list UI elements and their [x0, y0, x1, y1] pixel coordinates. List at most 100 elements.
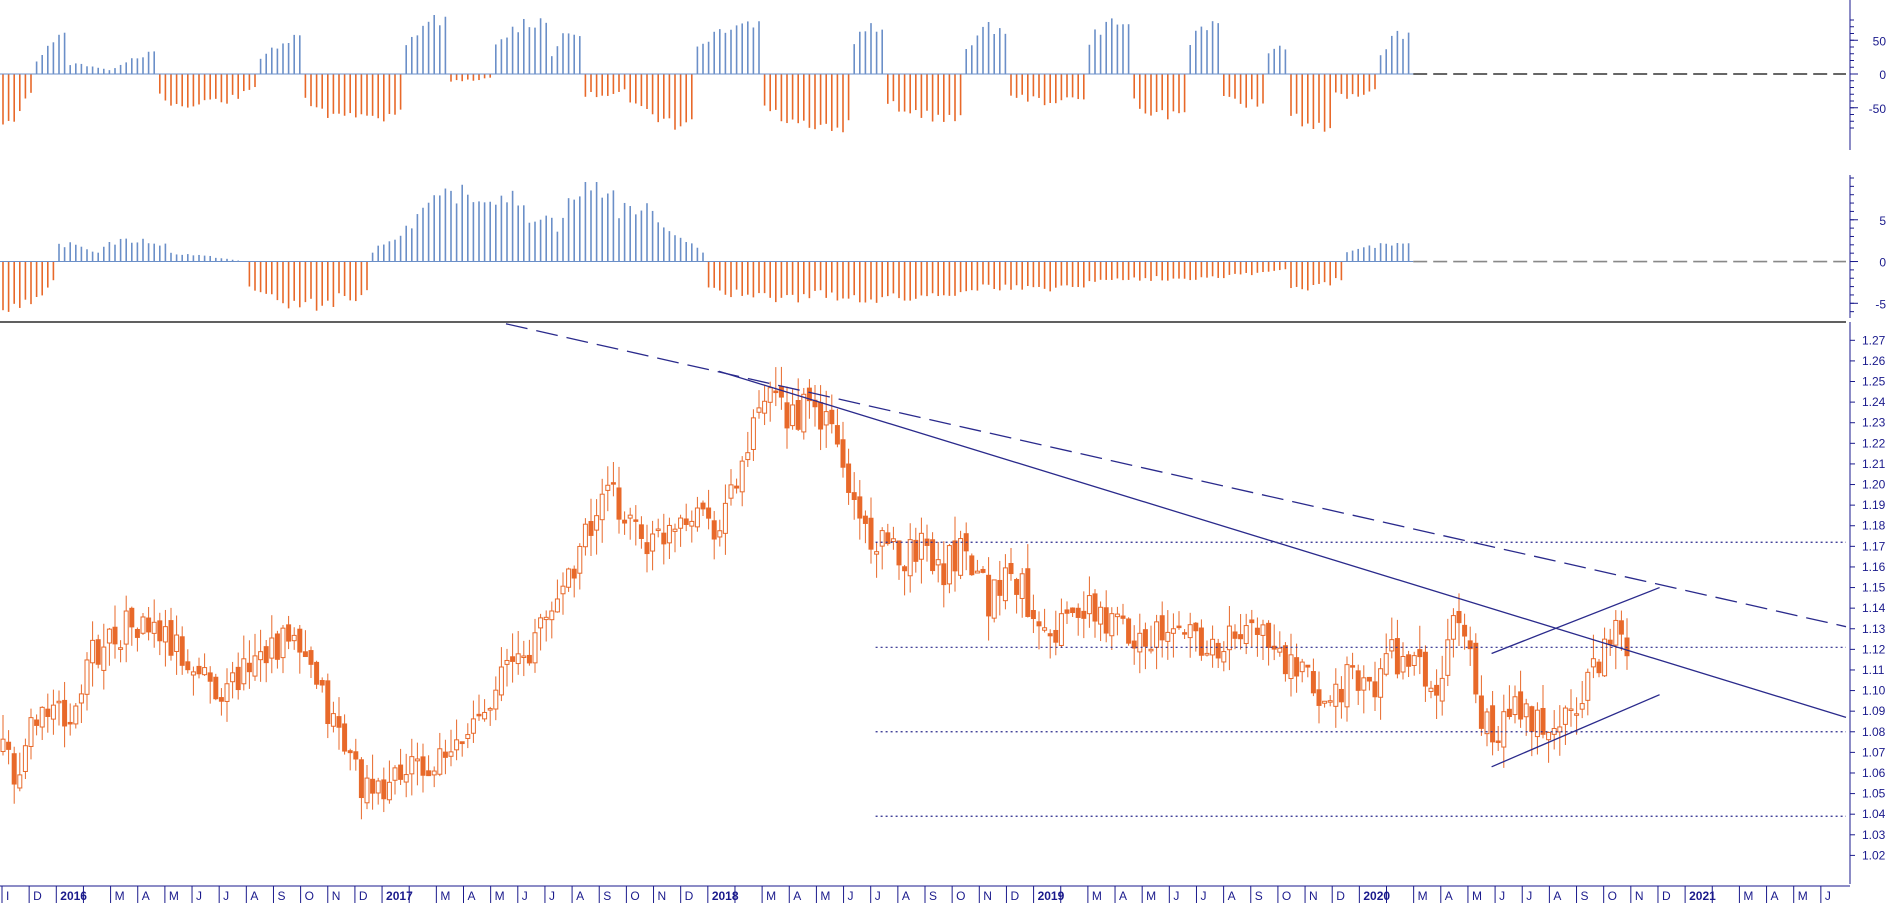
- candle-body: [1232, 631, 1238, 639]
- candle-body: [834, 425, 840, 445]
- candle-body: [868, 517, 874, 550]
- x-tick-label: 2017: [386, 889, 413, 903]
- candle-body: [1198, 627, 1204, 656]
- candle-body: [566, 568, 572, 588]
- candle-body: [269, 637, 275, 659]
- candle-body: [1394, 638, 1400, 675]
- candle-body: [50, 704, 56, 720]
- candle-body: [1411, 655, 1417, 666]
- candle-body: [431, 770, 437, 776]
- candle-body: [1254, 627, 1260, 635]
- candle-body: [1081, 610, 1087, 619]
- candle-body: [1282, 645, 1288, 675]
- candle-body: [392, 767, 398, 781]
- x-tick-label: J: [1499, 889, 1505, 903]
- candle-body: [493, 689, 499, 710]
- candle-body: [1518, 691, 1524, 720]
- candle-body: [1523, 703, 1529, 718]
- candle-body: [190, 671, 196, 676]
- y-tick-label: 1.04: [1862, 807, 1886, 821]
- candle-body: [1585, 671, 1591, 701]
- y-tick-label: 1.14: [1862, 601, 1886, 615]
- candle-body: [1042, 627, 1048, 631]
- candle-body: [1613, 619, 1619, 646]
- candle-body: [1590, 658, 1596, 668]
- candle-body: [1350, 665, 1356, 668]
- candle-body: [795, 399, 801, 430]
- candle-body: [370, 778, 376, 794]
- candle-body: [353, 751, 359, 760]
- candle-body: [762, 400, 768, 414]
- candle-body: [706, 507, 712, 519]
- candle-body: [1557, 726, 1563, 733]
- candle-body: [1109, 613, 1115, 637]
- x-tick-label: M: [495, 889, 505, 903]
- candle-body: [56, 700, 62, 704]
- candle-body: [1014, 579, 1020, 595]
- candle-body: [347, 750, 353, 754]
- candle-body: [661, 532, 667, 545]
- candle-body: [1126, 618, 1132, 644]
- candle-body: [1030, 610, 1036, 620]
- x-tick-label: J: [1825, 889, 1831, 903]
- x-tick-label: J: [1200, 889, 1206, 903]
- candle-body: [286, 624, 292, 642]
- candle-body: [885, 532, 891, 545]
- candle-body: [1226, 625, 1232, 651]
- candle-body: [291, 634, 297, 642]
- trendline: [1491, 694, 1660, 768]
- x-tick-label: 2018: [712, 889, 739, 903]
- x-tick-label: A: [1119, 889, 1127, 903]
- candle-body: [1238, 634, 1244, 640]
- x-tick-label: J: [522, 889, 528, 903]
- candle-body: [1445, 639, 1451, 676]
- candle-body: [1322, 700, 1328, 704]
- candle-body: [146, 617, 152, 633]
- candle-body: [594, 515, 600, 531]
- x-tick-label: J: [1173, 889, 1179, 903]
- y-tick-label: 5: [1879, 214, 1886, 228]
- candle-body: [526, 654, 532, 664]
- x-tick-label: D: [1336, 889, 1345, 903]
- candle-body: [1120, 615, 1126, 619]
- candle-body: [571, 568, 577, 579]
- candle-body: [1036, 621, 1042, 627]
- candle-body: [1148, 648, 1154, 652]
- candle-body: [840, 439, 846, 468]
- x-tick-label: A: [902, 889, 910, 903]
- x-tick-label: N: [332, 889, 341, 903]
- candle-body: [610, 482, 616, 485]
- candle-body: [1607, 639, 1613, 645]
- candle-body: [521, 655, 527, 659]
- candle-body: [1495, 740, 1501, 744]
- y-tick-label: 1.09: [1862, 704, 1886, 718]
- candle-body: [1137, 632, 1143, 653]
- candle-body: [1417, 649, 1423, 658]
- x-tick-label: 2020: [1363, 889, 1390, 903]
- candle-body: [678, 517, 684, 529]
- candle-body: [1193, 622, 1199, 632]
- candle-body: [1215, 642, 1221, 659]
- candle-body: [722, 502, 728, 534]
- candle-body: [1478, 695, 1484, 729]
- y-tick-label: 1.15: [1862, 581, 1886, 595]
- candle-body: [1154, 621, 1160, 648]
- candle-body: [1310, 671, 1316, 694]
- candle-body: [1266, 622, 1272, 648]
- y-axes: 500-5050-51.021.031.041.051.061.071.081.…: [1849, 0, 1886, 884]
- candle-body: [1546, 731, 1552, 741]
- candle-body: [22, 745, 28, 772]
- x-tick-label: O: [1282, 889, 1291, 903]
- candle-body: [1439, 677, 1445, 702]
- candle-body: [829, 409, 835, 425]
- candle-body: [106, 628, 112, 644]
- candle-body: [11, 753, 17, 785]
- candle-body: [1422, 651, 1428, 687]
- y-tick-label: 1.23: [1862, 416, 1886, 430]
- candle-body: [1355, 670, 1361, 691]
- candle-body: [1204, 652, 1210, 656]
- candle-body: [78, 693, 84, 704]
- y-tick-label: 0: [1879, 256, 1886, 270]
- candle-body: [274, 633, 280, 660]
- candle-body: [1025, 568, 1031, 617]
